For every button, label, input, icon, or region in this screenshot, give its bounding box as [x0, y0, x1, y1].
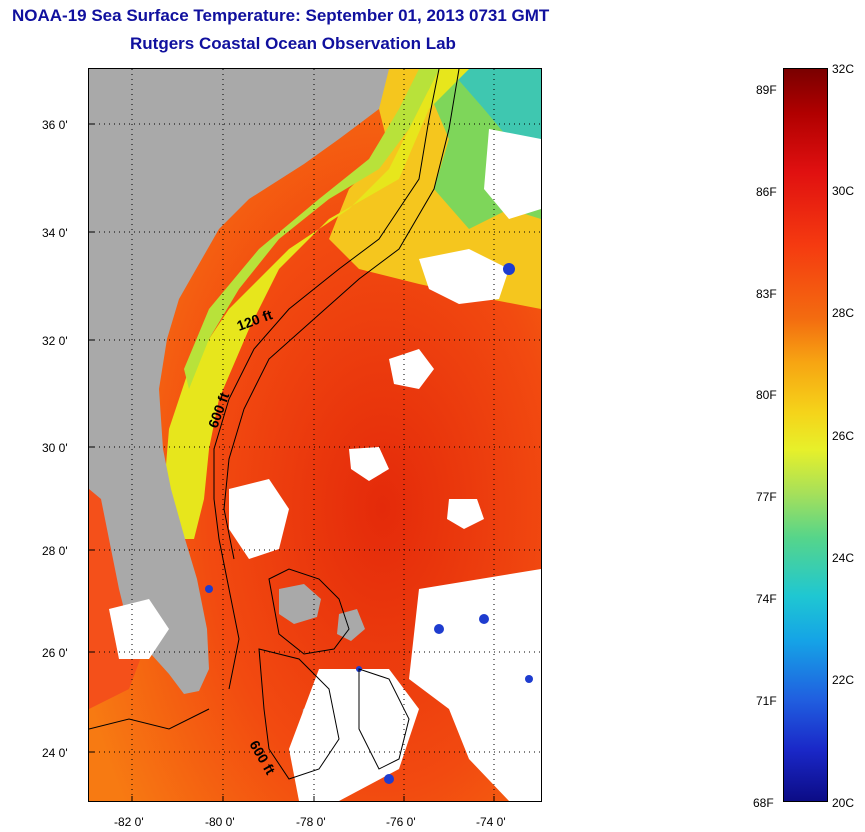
map-title: NOAA-19 Sea Surface Temperature: Septemb… [12, 6, 550, 25]
sst-map: 120 ft 600 ft 600 ft [88, 68, 542, 802]
sst-map-canvas: 120 ft 600 ft 600 ft [89, 69, 541, 801]
colorbar-c-label: 32C [832, 62, 855, 76]
lat-tick-label: 34 0' [42, 226, 68, 240]
graticule [89, 69, 541, 801]
colorbar-f-label: 71F [756, 694, 777, 708]
colorbar-c-label: 26C [832, 429, 855, 443]
lon-tick-label: -76 0' [386, 815, 416, 829]
colorbar-f-label: 74F [756, 592, 777, 606]
lon-tick-label: -74 0' [476, 815, 506, 829]
land-mainland [89, 69, 389, 694]
shelf-water-yellow [164, 69, 469, 539]
map-subtitle: Rutgers Coastal Ocean Observation Lab [130, 34, 456, 53]
cloud-mask [109, 129, 541, 801]
lat-tick-label: 28 0' [42, 544, 68, 558]
lon-tick-label: -80 0' [205, 815, 235, 829]
colorbar-c-label: 24C [832, 551, 855, 565]
colorbar-c-label: 22C [832, 673, 855, 687]
shelf-water-green [184, 69, 439, 389]
colorbar-f-label: 80F [756, 388, 777, 402]
lat-tick-label: 26 0' [42, 646, 68, 660]
lon-tick-label: -82 0' [114, 815, 144, 829]
temperature-colorbar [783, 68, 828, 802]
lat-tick-label: 36 0' [42, 118, 68, 132]
cool-water-speckles [205, 263, 533, 784]
lat-tick-label: 30 0' [42, 441, 68, 455]
colorbar-c-label: 20C [832, 796, 855, 810]
bathymetry-contours [89, 69, 460, 780]
lon-tick-label: -78 0' [296, 815, 326, 829]
colorbar-f-label: 83F [756, 287, 777, 301]
colorbar-f-label: 86F [756, 185, 777, 199]
colorbar-f-label: 77F [756, 490, 777, 504]
colorbar-f-label: 68F [753, 796, 774, 810]
colorbar-f-label: 89F [756, 83, 777, 97]
colorbar-c-label: 30C [832, 184, 855, 198]
colorbar-c-label: 28C [832, 306, 855, 320]
land-bahamas-eleuthera [337, 609, 365, 641]
lat-tick-label: 32 0' [42, 334, 68, 348]
land-bahamas-abaco [279, 584, 321, 624]
lat-tick-label: 24 0' [42, 746, 68, 760]
